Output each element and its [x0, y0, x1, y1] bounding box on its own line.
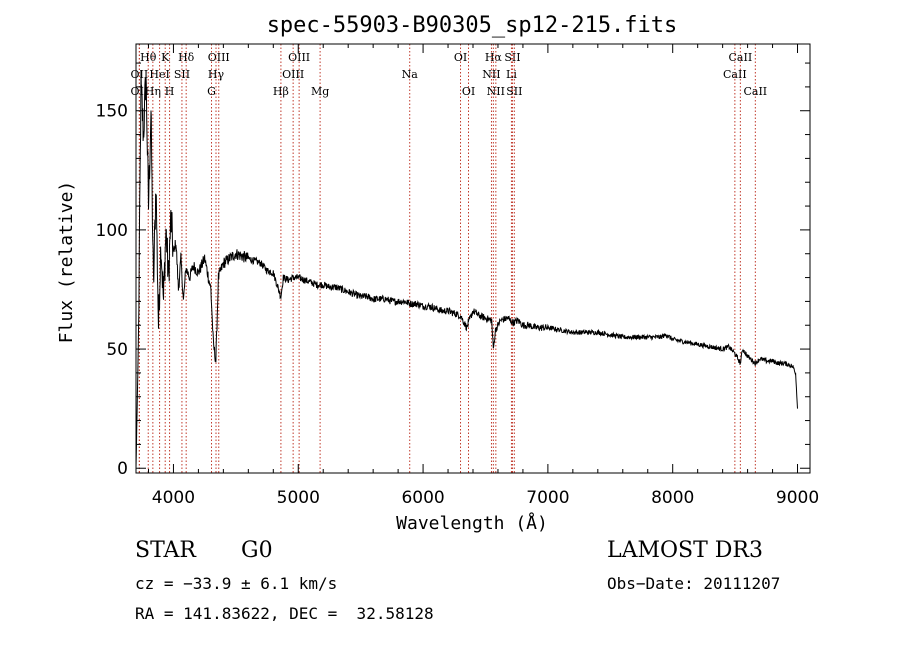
y-tick-label-50: 50: [106, 340, 128, 360]
marker-label-10: Hγ: [208, 68, 225, 81]
marker-label-5: Hη: [145, 85, 161, 98]
x-tick-label-4000: 4000: [152, 488, 195, 508]
coordinates: RA = 141.83622, DEC = 32.58128: [135, 604, 434, 623]
marker-label-17: OI: [454, 51, 467, 64]
marker-label-24: SII: [506, 85, 522, 98]
marker-label-6: SII: [174, 68, 190, 81]
y-axis-label: Flux (relative): [56, 181, 77, 344]
y-tick-label-100: 100: [96, 221, 128, 241]
object-class: STAR: [135, 538, 196, 563]
marker-label-23: Li: [506, 68, 517, 81]
x-tick-label-8000: 8000: [651, 488, 694, 508]
emission-line-markers: Hθ OII OII K HeI Hη SII H Hδ OIII Hγ G Hβ OIII OIII Mg N…: [131, 44, 767, 473]
marker-label-20: NII: [482, 68, 500, 81]
marker-label-4: HeI: [149, 68, 169, 81]
marker-label-25: CaII: [729, 51, 753, 64]
marker-label-2: OII: [131, 85, 149, 98]
x-tick-label-5000: 5000: [277, 488, 320, 508]
marker-label-26: CaII: [723, 68, 747, 81]
marker-label-15: Mg: [311, 85, 329, 98]
marker-label-27: CaII: [743, 85, 767, 98]
subclass: G0: [241, 538, 273, 563]
marker-label-14: OIII: [282, 68, 304, 81]
marker-label-21: NII: [487, 85, 505, 98]
marker-label-0: Hθ: [140, 51, 157, 64]
x-tick-label-6000: 6000: [401, 488, 444, 508]
cz-value: cz = −33.9 ± 6.1 km/s: [135, 574, 338, 593]
marker-label-16: Na: [402, 68, 419, 81]
survey-name: LAMOST DR3: [607, 538, 763, 563]
marker-label-1: OII: [131, 68, 149, 81]
y-tick-label-0: 0: [117, 459, 128, 479]
marker-label-19: Hα: [485, 51, 503, 64]
marker-label-8: Hδ: [178, 51, 195, 64]
marker-label-7: H: [165, 85, 175, 98]
marker-label-9: OIII: [208, 51, 230, 64]
marker-label-3: K: [161, 51, 170, 64]
obs-date: Obs−Date: 20111207: [607, 574, 781, 593]
marker-label-13: OIII: [288, 51, 310, 64]
x-tick-label-9000: 9000: [776, 488, 819, 508]
marker-label-11: G: [207, 85, 216, 98]
axis-ticks: 4000 5000 6000 7000 8000 9000 0 50 100 150: [96, 44, 819, 508]
x-tick-label-7000: 7000: [526, 488, 569, 508]
marker-label-18: OI: [462, 85, 475, 98]
marker-label-22: SII: [504, 51, 520, 64]
x-axis-label: Wavelength (Å): [396, 512, 548, 534]
flux-line: [135, 70, 798, 469]
chart-title: spec-55903-B90305_sp12-215.fits: [267, 13, 678, 38]
y-tick-label-150: 150: [96, 102, 128, 122]
marker-label-12: Hβ: [273, 85, 289, 98]
flux-series: [135, 70, 798, 469]
